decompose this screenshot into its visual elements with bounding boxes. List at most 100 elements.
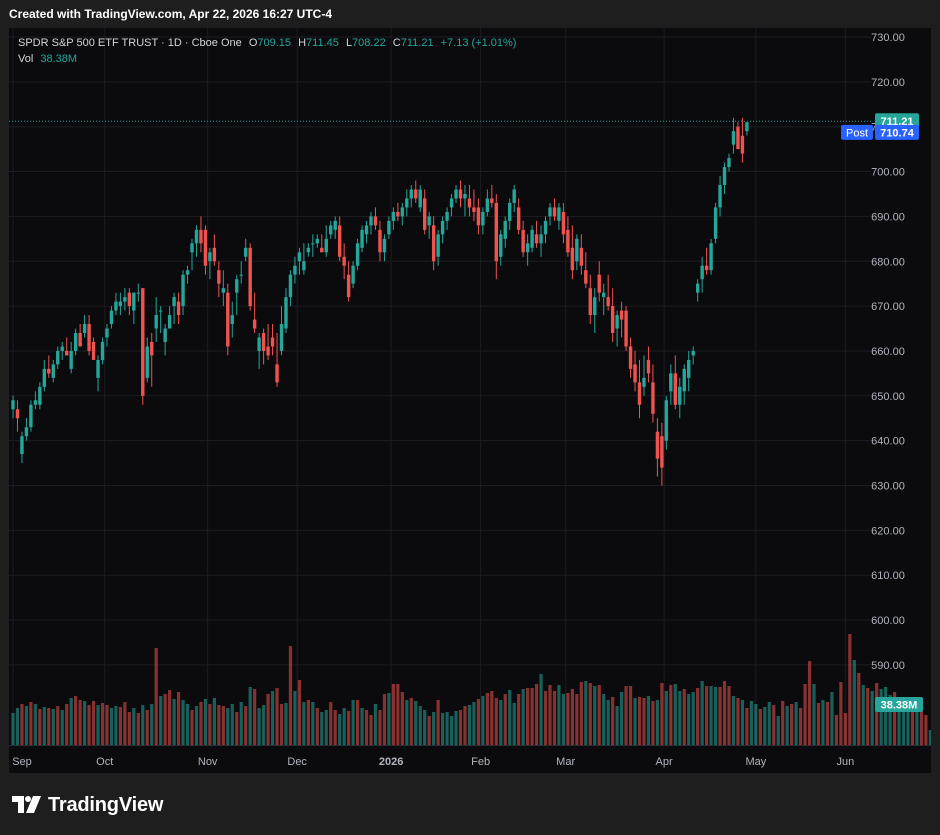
candle [56,346,60,369]
volume-bar [763,707,767,746]
volume-bar [65,704,69,746]
volume-bar [315,708,319,746]
volume-bar [24,706,29,746]
volume-bar [123,702,127,746]
volume-bar [494,698,498,746]
volume-bar [74,696,78,746]
candle [302,243,306,275]
candle [543,216,548,244]
low-label: L [345,37,353,49]
volume-bar [718,687,722,746]
candle [494,193,498,280]
volume-bar [83,701,87,746]
candle [172,292,176,325]
volume-bar [51,709,55,746]
volume-bar [611,697,615,746]
symbol-title[interactable]: SPDR S&P 500 ETF TRUST · 1D · Cboe One [18,37,242,49]
candle [637,359,642,419]
volume-bar [244,706,248,746]
candle [445,207,449,230]
candle [619,301,624,338]
volume-bar [624,686,628,746]
candle [440,216,445,244]
candle [329,220,333,239]
candle [221,270,226,307]
volume-bar [490,691,494,746]
candle [11,395,15,419]
volume-bar [637,697,642,746]
candle [552,198,557,221]
volume-bar [794,702,798,746]
volume-bar [409,698,413,746]
volume-bar [15,708,20,746]
volume-bar [682,689,686,746]
candle [736,122,740,150]
volume-bar [105,705,109,746]
volume-bar [235,712,239,746]
candle [713,202,718,244]
volume-bar [262,705,266,746]
volume-bar [928,730,931,746]
candle [731,117,736,154]
candle [499,229,503,266]
volume-bar [329,702,333,746]
price-tick-label: 660.00 [871,346,905,358]
volume-bar [705,686,709,746]
volume-bar [423,710,427,746]
candle [127,288,132,316]
volume-bar [248,687,252,746]
candle [73,328,78,356]
volume-bar [570,689,574,746]
chart-panel[interactable]: 730.00720.00710.00700.00690.00680.00670.… [9,28,931,773]
volume-bar [575,694,579,746]
chart-grid [9,28,871,745]
candle [158,306,163,334]
volume-bar [436,700,440,746]
volume-bar [342,708,346,746]
post-market-tag: Post 710.74 [841,124,919,140]
volume-bar [888,695,892,746]
candle [557,202,561,230]
candle [709,238,713,275]
volume-bar [709,686,713,746]
volume-bar [664,691,668,746]
candle [602,283,606,316]
volume-bar [150,704,154,746]
volume-bar [620,692,624,746]
volume-bar [203,699,208,746]
candle [65,337,69,356]
volume-bar [467,705,472,746]
candle [136,283,140,302]
candle [288,270,293,307]
candle [257,333,261,369]
volume-bar [781,701,785,746]
volume-bar [194,706,199,746]
time-tick-label: Nov [198,756,218,768]
volume-label[interactable]: Vol [18,53,34,65]
volume-bar [816,703,821,746]
candle [382,234,387,262]
volume-bar [530,688,534,746]
candle [695,279,700,302]
candle [539,225,543,257]
candle [682,364,686,405]
candle [570,225,575,280]
volume-bar [597,685,601,746]
candle [512,185,516,212]
candle [633,350,637,392]
volume-bar [159,696,163,746]
candle [279,306,284,356]
volume-bar [566,693,570,746]
volume-bar [776,716,780,746]
volume-bar [736,698,740,746]
candle [252,292,257,334]
candle [123,288,127,311]
open-label: O [248,37,258,49]
candlestick-chart[interactable]: 730.00720.00710.00700.00690.00680.00670.… [9,28,931,773]
candle [355,238,360,271]
volume-bar [181,700,185,746]
candle [628,337,633,378]
volume-bar [396,684,400,746]
volume-bar [302,702,306,746]
candle [418,185,422,212]
